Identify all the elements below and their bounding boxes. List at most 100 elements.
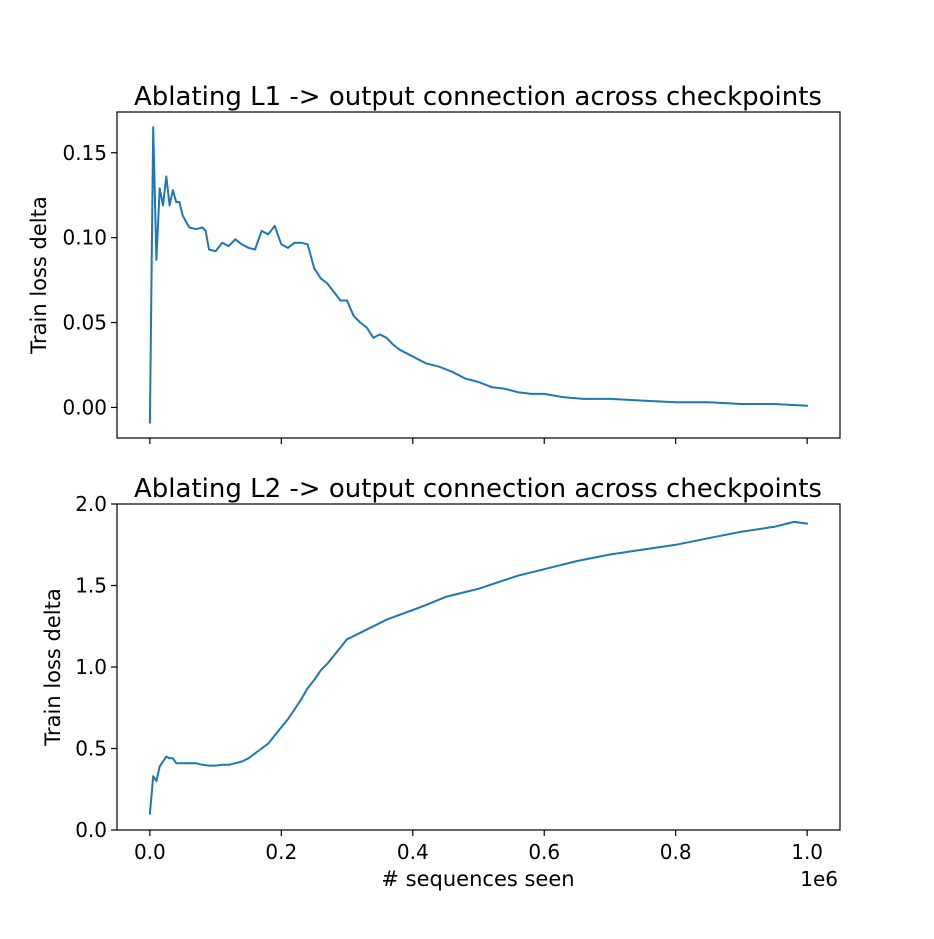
- data-point: [158, 187, 161, 190]
- data-point: [201, 764, 204, 766]
- x-tick-label: 0.0: [134, 840, 166, 864]
- data-point: [149, 421, 151, 424]
- data-point: [398, 348, 401, 351]
- data-point: [411, 355, 414, 358]
- data-point: [181, 762, 184, 764]
- data-point: [260, 747, 263, 750]
- x-tick-label: 0.2: [265, 840, 297, 864]
- data-point: [576, 560, 578, 562]
- data-point: [398, 614, 401, 616]
- data-point: [273, 734, 276, 737]
- data-point: [287, 247, 289, 249]
- data-point: [195, 228, 197, 230]
- x-tick-label: 0.4: [397, 840, 429, 864]
- y-axis-label: Train loss delta: [27, 196, 51, 355]
- data-point: [175, 762, 177, 764]
- data-point: [247, 757, 250, 760]
- data-point: [172, 189, 174, 191]
- data-point: [234, 762, 237, 764]
- plot-frame: [116, 503, 841, 831]
- y-axis-label: Train loss delta: [41, 588, 65, 747]
- x-tick-label: 1.0: [791, 840, 823, 864]
- data-point: [172, 757, 174, 760]
- data-point: [464, 377, 467, 380]
- data-point: [280, 243, 283, 246]
- data-point: [740, 403, 743, 405]
- data-point: [609, 398, 611, 400]
- data-point: [234, 238, 237, 241]
- data-point: [168, 757, 171, 760]
- data-point: [319, 277, 322, 280]
- data-point: [306, 687, 309, 689]
- data-point: [346, 299, 348, 302]
- data-point: [425, 604, 427, 606]
- data-point: [444, 596, 447, 598]
- x-axis-label: # sequences seen: [381, 867, 574, 891]
- data-point: [287, 718, 289, 720]
- data-point: [438, 365, 440, 368]
- data-point: [609, 553, 611, 556]
- data-point: [490, 386, 493, 388]
- data-point: [162, 204, 164, 207]
- data-point: [477, 381, 480, 383]
- data-point: [267, 233, 269, 236]
- data-point: [543, 393, 546, 395]
- data-point: [313, 679, 315, 681]
- data-point: [247, 247, 250, 249]
- x-tick-label: 0.8: [660, 840, 692, 864]
- data-point: [773, 403, 776, 405]
- data-point: [379, 333, 381, 336]
- data-point: [214, 250, 217, 253]
- y-tick-label: 0.10: [62, 226, 107, 250]
- y-tick-label: 0.05: [62, 311, 107, 335]
- data-point: [425, 362, 427, 365]
- data-point: [155, 258, 158, 261]
- data-point: [326, 282, 329, 285]
- data-point: [313, 267, 315, 270]
- data-point: [267, 742, 269, 745]
- data-point: [221, 241, 223, 244]
- y-tick-label: 0.0: [75, 818, 107, 842]
- data-point: [773, 526, 776, 528]
- y-tick-label: 0.5: [75, 737, 107, 761]
- subplot-l2: Ablating L2 -> output connection across …: [41, 474, 841, 891]
- data-point: [464, 591, 467, 593]
- data-point: [158, 765, 161, 768]
- data-point: [178, 201, 181, 203]
- data-point: [208, 248, 210, 251]
- y-tick-label: 1.5: [75, 574, 107, 598]
- data-point: [793, 521, 795, 523]
- data-point: [359, 321, 361, 324]
- data-point: [204, 230, 207, 232]
- data-point: [563, 396, 565, 399]
- data-point: [168, 204, 171, 207]
- data-point: [333, 654, 335, 657]
- tick-group: 0.00 0.05 0.10 0.15: [62, 141, 808, 444]
- data-point: [497, 581, 500, 584]
- data-point: [333, 291, 335, 293]
- data-point: [359, 631, 361, 634]
- data-point: [306, 243, 309, 246]
- data-point: [260, 230, 263, 232]
- x-tick-label: 0.6: [528, 840, 560, 864]
- data-point: [740, 530, 743, 533]
- series-group: [148, 126, 809, 424]
- data-point: [201, 226, 204, 229]
- data-point: [214, 764, 217, 767]
- data-point: [195, 762, 197, 764]
- y-tick-label: 0.00: [62, 395, 107, 419]
- data-point: [517, 574, 519, 577]
- data-point: [543, 568, 546, 570]
- data-point: [477, 587, 480, 590]
- data-point: [411, 609, 414, 611]
- data-point: [300, 698, 302, 701]
- data-point: [451, 370, 454, 373]
- data-point: [339, 646, 342, 649]
- data-point: [326, 662, 329, 665]
- data-point: [152, 775, 154, 778]
- plot-frame: [116, 111, 841, 439]
- data-point: [293, 241, 296, 244]
- tick-group: 0.0 0.2 0.4 0.6 0.8 1.0 0.0 0.5 1.0 1.5 2.0: [75, 492, 823, 864]
